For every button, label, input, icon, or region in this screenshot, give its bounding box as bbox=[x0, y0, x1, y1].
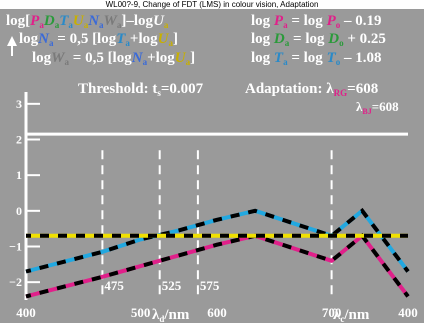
x-inner-tick-label: 575 bbox=[200, 278, 220, 293]
chart-background bbox=[0, 9, 424, 323]
y-tick-label: 2 bbox=[16, 133, 22, 147]
formula-line-2-left: logNa = 0,5 [logTa+logUa] bbox=[19, 31, 178, 48]
x-axis-label-c: λc/nm bbox=[333, 307, 370, 323]
y-tick-label: 0 bbox=[16, 204, 22, 218]
chart-series bbox=[25, 207, 410, 299]
formula-line-1-left: log[PaDaTaUaNaWa]–logUa bbox=[6, 13, 169, 30]
y-tick-label: −1 bbox=[9, 240, 22, 254]
x-inner-tick-label: 475 bbox=[104, 278, 124, 293]
formula-line-3-left: logWa = 0,5 [logNa+logUa] bbox=[32, 50, 195, 67]
x-tick-label: 500 bbox=[131, 305, 151, 320]
x-tick-label: 600 bbox=[207, 305, 227, 320]
formula-line-3-right: log Ta = log To – 1.08 bbox=[251, 50, 381, 67]
threshold-label: Threshold: ts=0.007 bbox=[78, 81, 204, 98]
series-dash-cyan bbox=[25, 207, 410, 274]
x-tick-label: 700 bbox=[322, 305, 342, 320]
x-axis-label-d: λd/nm bbox=[152, 307, 190, 323]
adaptation-label: Adaptation: λRG=608 bbox=[245, 81, 378, 98]
y-tick-label: 3 bbox=[16, 97, 22, 111]
chart-ticks: 3 2 1 0 −1 −2 400 500 600 700 400 475 525 575 bbox=[9, 97, 418, 320]
y-tick-label: −2 bbox=[9, 275, 22, 289]
x-tick-label: 400 bbox=[398, 305, 418, 320]
series-dash-magenta bbox=[25, 232, 410, 299]
x-tick-label: 400 bbox=[16, 305, 36, 320]
formula-line-2-right: log Da = log Do + 0.25 bbox=[251, 31, 386, 48]
x-inner-tick-label: 525 bbox=[162, 278, 182, 293]
axis-arrow-icon bbox=[7, 36, 17, 46]
y-tick-label: 1 bbox=[16, 168, 22, 182]
formula-line-1-right: log Pa = log Po – 0.19 bbox=[251, 13, 381, 30]
page-title: WL00?-9, Change of FDT (LMS) in colour v… bbox=[105, 0, 319, 9]
adaptation-label-2: λBJ=608 bbox=[356, 99, 399, 116]
